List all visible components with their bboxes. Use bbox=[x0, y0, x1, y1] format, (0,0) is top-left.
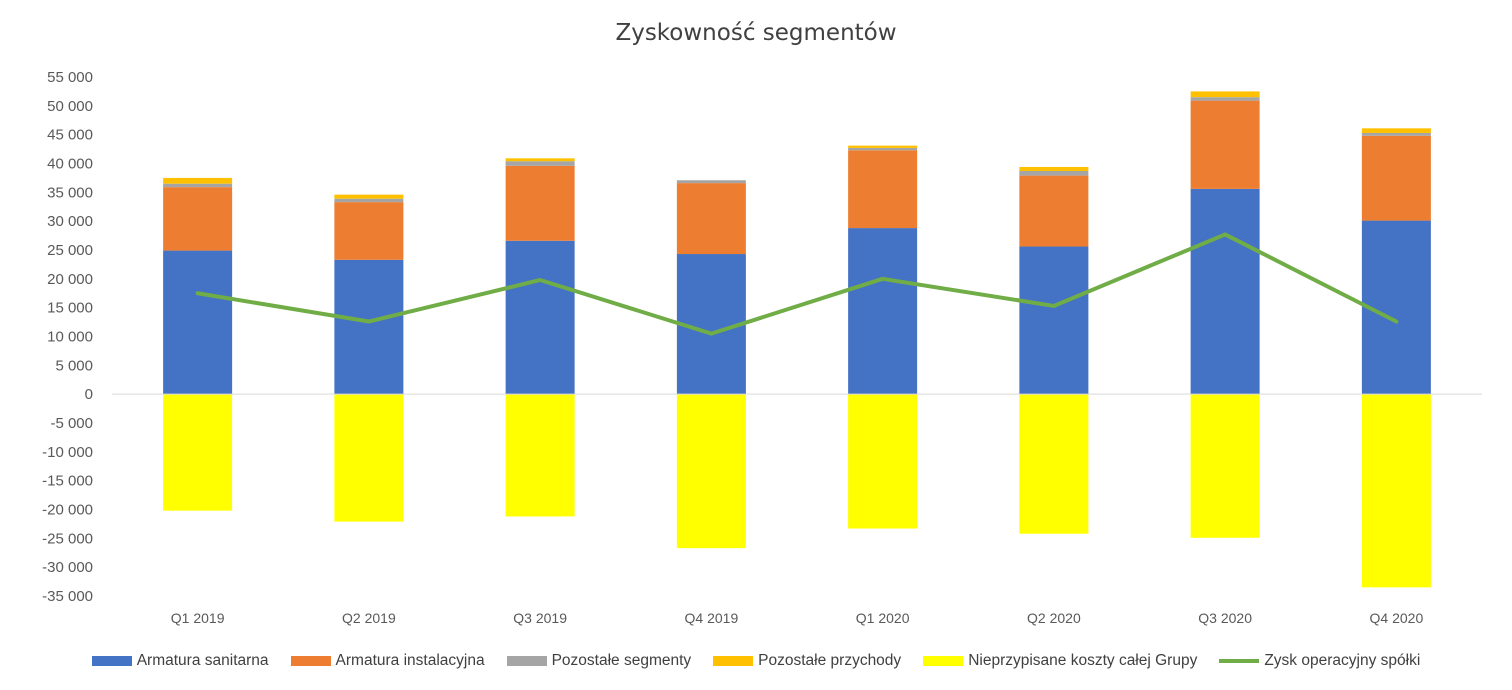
line-series bbox=[195, 232, 1399, 336]
x-tick-label: Q3 2020 bbox=[1198, 610, 1252, 626]
y-tick-label: -10 000 bbox=[42, 444, 93, 461]
bar-segment bbox=[163, 183, 233, 188]
bar-segment bbox=[676, 394, 746, 549]
chart-legend: Armatura sanitarna Armatura instalacyjna P… bbox=[0, 652, 1512, 670]
bar-segment bbox=[848, 228, 918, 395]
legend-label: Armatura sanitarna bbox=[136, 652, 269, 669]
bar-segment bbox=[848, 147, 918, 151]
bar-segment bbox=[1361, 135, 1431, 221]
x-tick-label: Q2 2020 bbox=[1027, 610, 1081, 626]
bar-segment bbox=[334, 259, 404, 395]
bar-segment bbox=[1019, 246, 1089, 395]
bar-segment bbox=[163, 394, 233, 511]
legend-label: Pozostałe segmenty bbox=[551, 652, 692, 669]
legend-label: Pozostałe przychody bbox=[758, 652, 902, 669]
y-tick-label: 0 bbox=[85, 386, 93, 403]
bar-segment bbox=[163, 177, 233, 184]
bar-segment bbox=[1019, 394, 1089, 534]
legend-label: Nieprzypisane koszty całej Grupy bbox=[968, 652, 1198, 669]
y-tick-label: 55 000 bbox=[47, 69, 93, 86]
y-tick-label: 5 000 bbox=[55, 357, 93, 374]
x-tick-label: Q1 2019 bbox=[171, 610, 225, 626]
bar-segment bbox=[1190, 188, 1260, 395]
bar-segment bbox=[676, 183, 746, 255]
legend-swatch bbox=[290, 656, 331, 666]
bar-segment bbox=[676, 180, 746, 184]
bar-segment bbox=[848, 150, 918, 229]
legend-swatch bbox=[506, 656, 547, 666]
bar-segment bbox=[334, 198, 404, 203]
legend-item: Pozostałe segmenty bbox=[506, 652, 692, 670]
bar-segment bbox=[1361, 394, 1431, 588]
bar-segment bbox=[163, 187, 233, 251]
bar-segment bbox=[1361, 128, 1431, 133]
legend-item: Nieprzypisane koszty całej Grupy bbox=[923, 652, 1197, 670]
y-tick-label: 40 000 bbox=[47, 156, 93, 173]
x-tick-label: Q4 2019 bbox=[685, 610, 739, 626]
bar-segment bbox=[1019, 170, 1089, 176]
bar-segment bbox=[334, 394, 404, 522]
bar-segment bbox=[505, 394, 575, 517]
y-tick-label: -30 000 bbox=[42, 559, 93, 576]
y-tick-label: 50 000 bbox=[47, 98, 93, 115]
bar-segment bbox=[1190, 100, 1260, 189]
legend-label: Zysk operacyjny spółki bbox=[1264, 652, 1421, 669]
bar-segment bbox=[505, 158, 575, 162]
y-tick-label: -20 000 bbox=[42, 502, 93, 519]
y-tick-label: 25 000 bbox=[47, 242, 93, 259]
x-tick-label: Q4 2020 bbox=[1370, 610, 1424, 626]
y-tick-label: 30 000 bbox=[47, 213, 93, 230]
bar-segment bbox=[334, 194, 404, 199]
x-tick-label: Q1 2020 bbox=[856, 610, 910, 626]
bar-segment bbox=[1190, 91, 1260, 98]
bar-segment bbox=[1019, 175, 1089, 247]
legend-swatch bbox=[91, 656, 132, 666]
x-tick-label: Q3 2019 bbox=[513, 610, 567, 626]
bar-segment bbox=[1190, 394, 1260, 538]
bar-segment bbox=[1019, 166, 1089, 171]
bar-segment bbox=[676, 254, 746, 395]
bar-segment bbox=[334, 202, 404, 260]
bar-segment bbox=[1190, 97, 1260, 101]
y-tick-label: -15 000 bbox=[42, 473, 93, 490]
legend-swatch bbox=[923, 656, 964, 666]
x-tick-label: Q2 2019 bbox=[342, 610, 396, 626]
y-tick-label: 10 000 bbox=[47, 329, 93, 346]
bar-segment bbox=[848, 145, 918, 148]
bar-segment bbox=[848, 394, 918, 529]
y-tick-label: 15 000 bbox=[47, 300, 93, 317]
y-tick-label: 45 000 bbox=[47, 127, 93, 144]
chart-title: Zyskowność segmentów bbox=[615, 20, 897, 46]
legend-item: Armatura instalacyjna bbox=[290, 652, 485, 670]
y-tick-label: -35 000 bbox=[42, 588, 93, 605]
legend-item: Zysk operacyjny spółki bbox=[1219, 652, 1420, 670]
bar-segment bbox=[505, 161, 575, 166]
y-tick-label: 35 000 bbox=[47, 184, 93, 201]
y-tick-label: -5 000 bbox=[50, 415, 93, 432]
y-tick-label: 20 000 bbox=[47, 271, 93, 288]
bar-segment bbox=[505, 240, 575, 395]
bar-segment bbox=[505, 165, 575, 241]
bar-segment bbox=[1361, 220, 1431, 395]
legend-item: Armatura sanitarna bbox=[91, 652, 269, 670]
bar-segment bbox=[1361, 132, 1431, 136]
y-tick-label: -25 000 bbox=[42, 530, 93, 547]
legend-item: Pozostałe przychody bbox=[713, 652, 901, 670]
bar-segment bbox=[163, 250, 233, 395]
legend-line-marker bbox=[1219, 659, 1260, 663]
legend-label: Armatura instalacyjna bbox=[335, 652, 485, 669]
legend-swatch bbox=[713, 656, 754, 666]
